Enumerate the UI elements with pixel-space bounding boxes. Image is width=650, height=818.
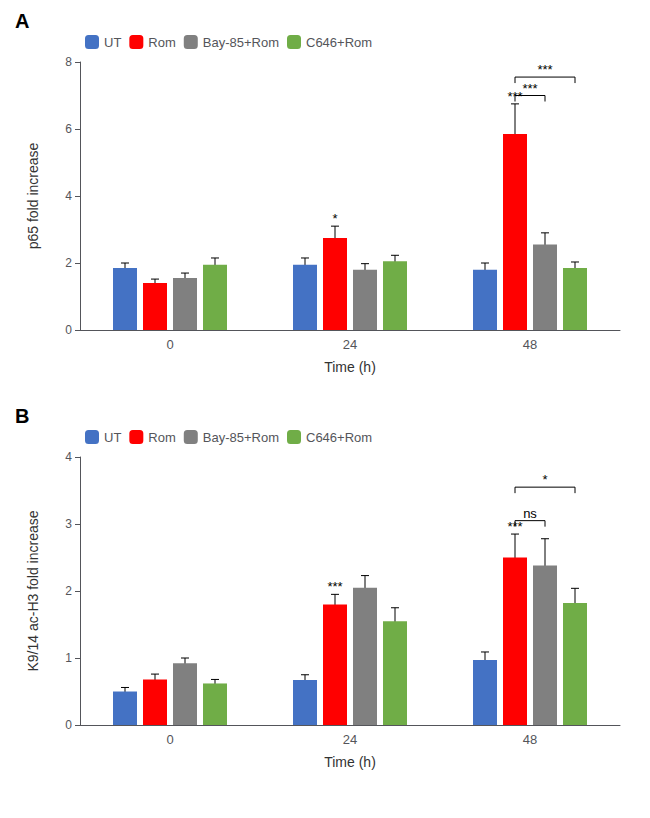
svg-text:C646+Rom: C646+Rom: [306, 430, 372, 445]
svg-text:***: ***: [522, 81, 537, 96]
svg-text:ns: ns: [523, 506, 537, 521]
svg-text:48: 48: [523, 337, 537, 352]
svg-text:0: 0: [65, 323, 72, 337]
svg-text:B: B: [15, 405, 29, 427]
svg-text:***: ***: [537, 62, 552, 77]
svg-text:Rom: Rom: [148, 430, 175, 445]
svg-text:C646+Rom: C646+Rom: [306, 35, 372, 50]
svg-text:Bay-85+Rom: Bay-85+Rom: [203, 430, 279, 445]
svg-text:3: 3: [65, 517, 72, 531]
svg-text:***: ***: [507, 89, 522, 104]
svg-text:Bay-85+Rom: Bay-85+Rom: [203, 35, 279, 50]
svg-text:4: 4: [65, 450, 72, 464]
svg-text:1: 1: [65, 651, 72, 665]
svg-text:0: 0: [65, 718, 72, 732]
svg-text:8: 8: [65, 55, 72, 69]
svg-text:p65 fold increase: p65 fold increase: [25, 142, 41, 249]
svg-text:UT: UT: [104, 430, 121, 445]
svg-text:*: *: [542, 472, 547, 487]
svg-text:24: 24: [343, 732, 357, 747]
svg-text:UT: UT: [104, 35, 121, 50]
svg-text:48: 48: [523, 732, 537, 747]
svg-text:Rom: Rom: [148, 35, 175, 50]
svg-text:***: ***: [327, 579, 342, 594]
svg-text:0: 0: [166, 337, 173, 352]
svg-text:24: 24: [343, 337, 357, 352]
svg-text:Time (h): Time (h): [324, 754, 376, 770]
svg-text:Time (h): Time (h): [324, 359, 376, 375]
svg-text:2: 2: [65, 584, 72, 598]
svg-text:***: ***: [507, 519, 522, 534]
svg-text:A: A: [15, 10, 29, 32]
svg-text:K9/14 ac-H3 fold increase: K9/14 ac-H3 fold increase: [25, 510, 41, 671]
svg-text:*: *: [332, 211, 337, 226]
svg-text:2: 2: [65, 256, 72, 270]
svg-text:0: 0: [166, 732, 173, 747]
svg-text:4: 4: [65, 189, 72, 203]
svg-text:6: 6: [65, 122, 72, 136]
